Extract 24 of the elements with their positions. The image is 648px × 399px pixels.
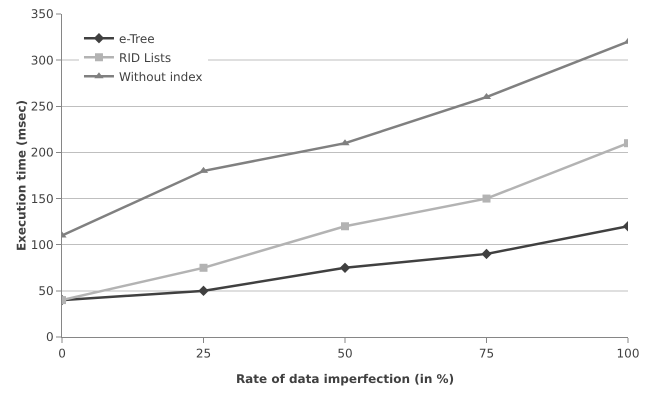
x-tick-label: 0 [58,346,66,360]
x-axis-title: Rate of data imperfection (in %) [236,372,454,386]
x-tick-label: 25 [196,346,212,360]
point [482,194,490,203]
legend-label: RID Lists [118,50,172,65]
point [340,262,350,273]
y-tick-label: 100 [30,238,54,252]
legend-label: Without index [118,70,203,84]
x-tick-label: 100 [616,346,640,360]
x-tick-label: 75 [478,346,494,360]
point [198,286,209,296]
y-tick-label: 50 [38,284,54,298]
y-tick-label: 300 [30,53,54,68]
x-tick-label: 50 [337,346,353,360]
point [341,222,349,230]
y-tick-label: 350 [30,7,54,22]
y-tick-label: 250 [30,99,54,114]
y-tick-label: 0 [46,330,54,344]
point [481,248,492,260]
y-tick-label: 200 [30,146,54,160]
y-axis-title: Execution time (msec) [14,100,29,252]
y-tick-label: 150 [30,192,54,206]
point [200,264,208,272]
legend-label: e-Tree [118,32,155,46]
